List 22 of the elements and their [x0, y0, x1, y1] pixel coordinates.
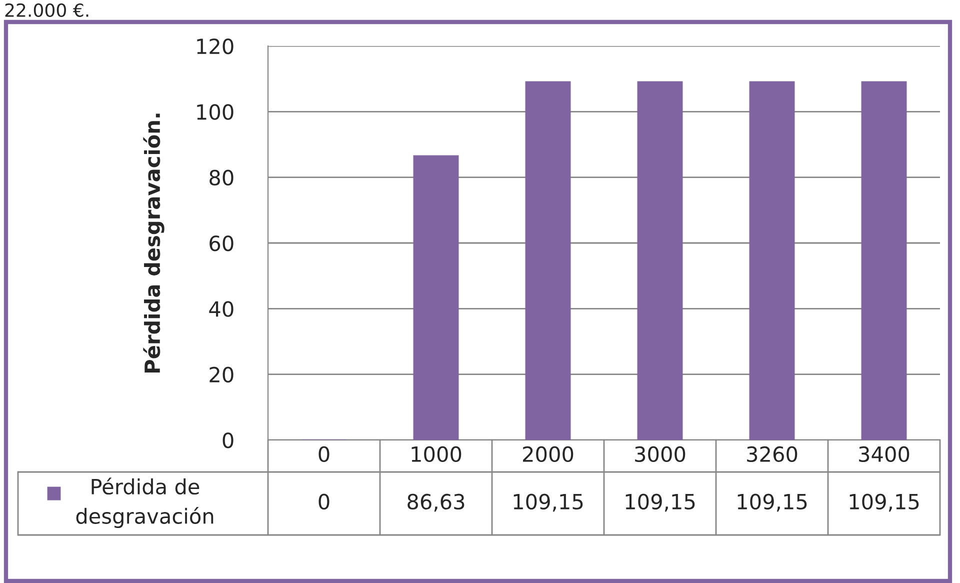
data-label: 109,15	[514, 494, 583, 512]
data-label: 0	[318, 494, 330, 510]
x-tick-label: 3260	[747, 446, 798, 462]
legend-label: Pérdida de desgravación	[76, 478, 214, 528]
y-tick-label: 0	[222, 432, 234, 448]
text: 22.000 €.	[5, 3, 88, 17]
data-label: 86,63	[408, 494, 464, 512]
x-tick-label: 1000	[412, 446, 462, 462]
y-tick-label: 80	[210, 170, 234, 186]
y-axis-title: Pérdida desgravación.	[143, 114, 164, 372]
x-tick-label: 2000	[523, 446, 574, 462]
x-tick-label: 0	[318, 446, 330, 462]
y-tick-label: 20	[210, 366, 234, 383]
data-label: 109,15	[850, 494, 919, 512]
y-tick-label: 60	[210, 235, 234, 252]
data-label: 109,15	[738, 494, 807, 512]
y-tick-label: 40	[209, 301, 234, 317]
x-tick-label: 3000	[635, 446, 686, 462]
y-tick-label: 120	[197, 38, 234, 54]
x-tick-label: 3400	[859, 446, 910, 462]
y-tick-label: 100	[197, 104, 234, 120]
data-label: 109,15	[626, 494, 695, 512]
